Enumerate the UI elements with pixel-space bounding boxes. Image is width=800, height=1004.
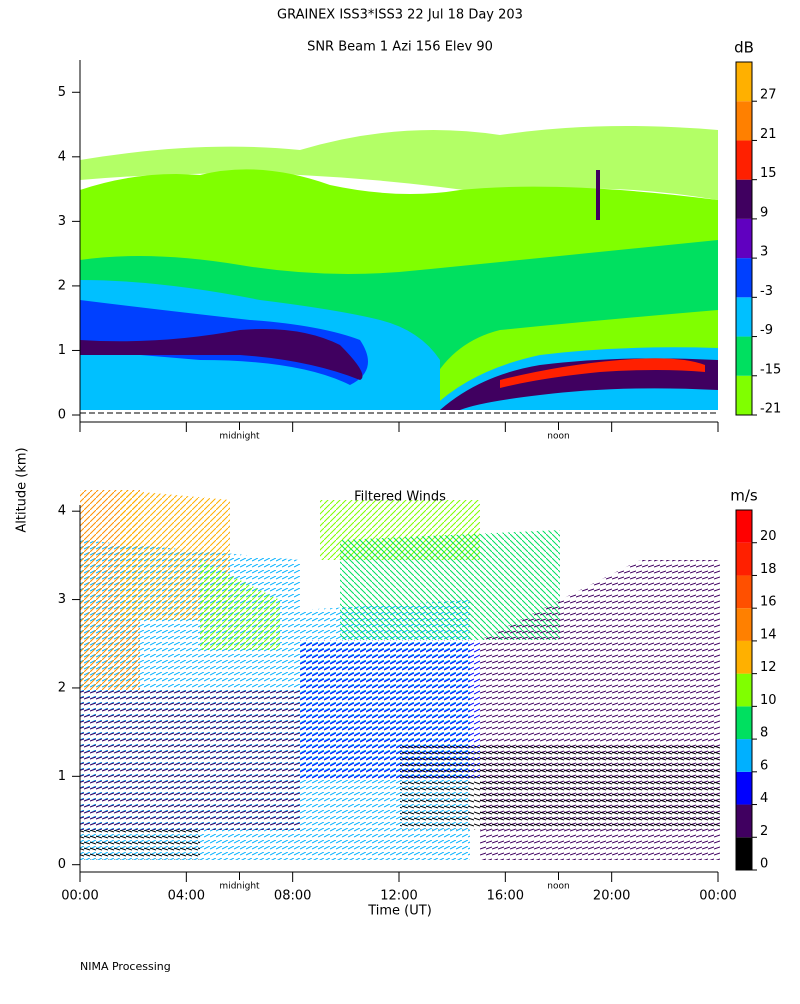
x-tick-label: 08:00 — [274, 889, 311, 904]
y-tick-label: 2 — [58, 680, 66, 695]
panel-title: Filtered Winds — [354, 490, 446, 505]
y-axis-label: Altitude (km) — [15, 447, 30, 532]
colorbar-tick-label: 8 — [760, 726, 768, 741]
colorbar-tick-label: 16 — [760, 595, 777, 610]
colorbar-tick-label: 9 — [760, 205, 768, 220]
colorbar-bin — [736, 837, 752, 870]
colorbar-frame — [735, 509, 753, 871]
y-tick-label: 4 — [58, 504, 66, 519]
colorbar-tick-label: 2 — [760, 824, 768, 839]
colorbar-tick-label: 10 — [760, 693, 777, 708]
colorbar-tick-label: 20 — [760, 529, 777, 544]
colorbar-tick-label: 3 — [760, 245, 768, 260]
colorbar-bin — [736, 258, 752, 298]
colorbar-bin — [736, 179, 752, 219]
y-tick-label: 1 — [58, 343, 66, 358]
colorbar-bin — [736, 640, 752, 674]
annotation: noon — [547, 432, 569, 442]
colorbar-bin — [736, 739, 752, 772]
panel-title: SNR Beam 1 Azi 156 Elev 90 — [307, 40, 493, 55]
snr-field — [80, 126, 718, 410]
annotation: midnight — [219, 882, 260, 892]
colorbar-tick-label: 4 — [760, 791, 768, 806]
colorbar-tick-label: 14 — [760, 627, 777, 642]
colorbar-bin — [736, 673, 752, 707]
colorbar-tick-label: 27 — [760, 88, 777, 103]
x-tick-label: 20:00 — [593, 889, 630, 904]
colorbar-tick-label: -21 — [760, 402, 781, 417]
colorbar-bin — [736, 375, 752, 415]
colorbar-bin — [736, 218, 752, 259]
y-tick-label: 3 — [58, 214, 66, 229]
footer: NIMA Processing — [80, 960, 171, 973]
colorbar-tick-label: 0 — [760, 857, 768, 872]
colorbar-tick-label: 12 — [760, 660, 777, 675]
colorbar-frame — [735, 61, 753, 416]
colorbar-bin — [736, 771, 752, 805]
colorbar-tick-label: -3 — [760, 284, 773, 299]
y-tick-label: 3 — [58, 592, 66, 607]
colorbar-tick-label: 21 — [760, 127, 777, 142]
wind-barbs — [80, 490, 720, 860]
colorbar-bin — [736, 575, 752, 609]
colorbar-bin — [736, 608, 752, 641]
x-tick-label: 00:00 — [61, 889, 98, 904]
colorbar-bin — [736, 336, 752, 376]
colorbar-label: dB — [734, 39, 754, 57]
y-tick-label: 0 — [58, 408, 66, 423]
colorbar-bin — [736, 510, 752, 543]
colorbar-bin — [736, 542, 752, 576]
y-tick-label: 2 — [58, 278, 66, 293]
main-title: GRAINEX ISS3*ISS3 22 Jul 18 Day 203 — [277, 8, 523, 23]
x-axis-label: Time (UT) — [367, 904, 432, 919]
colorbar-bin — [736, 297, 752, 337]
colorbar-bin — [736, 101, 752, 141]
y-tick-label: 1 — [58, 769, 66, 784]
x-tick-label: 16:00 — [487, 889, 524, 904]
colorbar-bin — [736, 62, 752, 102]
colorbar-tick-label: 6 — [760, 758, 768, 773]
colorbar-tick-label: -15 — [760, 362, 781, 377]
colorbar-bin — [736, 140, 752, 180]
colorbar-tick-label: 18 — [760, 562, 777, 577]
annotation: midnight — [219, 432, 260, 442]
x-tick-label: 00:00 — [699, 889, 736, 904]
y-tick-label: 5 — [58, 85, 66, 100]
y-tick-label: 0 — [58, 857, 66, 872]
x-tick-label: 12:00 — [380, 889, 417, 904]
colorbar-label: m/s — [730, 487, 758, 505]
colorbar-bin — [736, 706, 752, 740]
colorbar-tick-label: 15 — [760, 166, 777, 181]
x-tick-label: 04:00 — [168, 889, 205, 904]
colorbar-tick-label: -9 — [760, 323, 773, 338]
colorbar-bin — [736, 804, 752, 838]
annotation: noon — [547, 882, 569, 892]
y-tick-label: 4 — [58, 149, 66, 164]
